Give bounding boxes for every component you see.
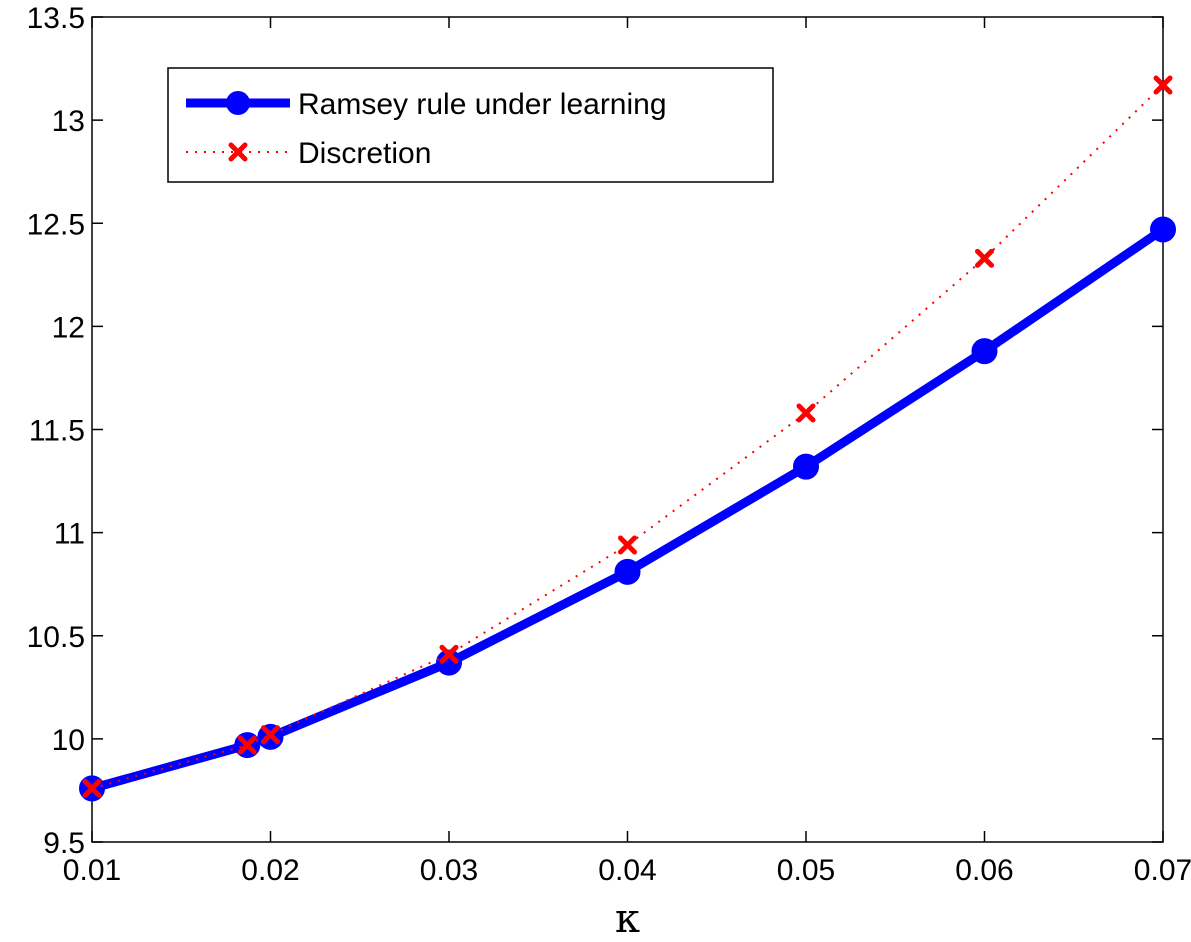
data-point bbox=[261, 725, 280, 745]
x-marker-stroke bbox=[237, 735, 257, 755]
legend-label: Discretion bbox=[298, 137, 431, 170]
y-tick-label: 11 bbox=[54, 518, 85, 551]
y-tick-label: 12.5 bbox=[27, 208, 85, 241]
x-tick-label: 0.01 bbox=[63, 854, 121, 887]
x-tick-label: 0.07 bbox=[1134, 854, 1191, 887]
series-ramsey bbox=[79, 216, 1176, 802]
series-line bbox=[90, 225, 1166, 793]
series-discretion bbox=[82, 75, 1173, 798]
x-tick-label: 0.03 bbox=[420, 854, 478, 887]
data-point bbox=[439, 644, 459, 664]
data-point bbox=[614, 558, 641, 585]
x-marker-stroke bbox=[439, 644, 459, 664]
x-marker-stroke bbox=[82, 778, 102, 798]
x-marker-stroke bbox=[796, 403, 816, 423]
data-point bbox=[237, 735, 257, 755]
x-axis-label: κ bbox=[615, 896, 640, 942]
data-point bbox=[1153, 75, 1173, 95]
x-tick-label: 0.02 bbox=[241, 854, 299, 887]
series-line bbox=[91, 84, 1164, 790]
series-layer bbox=[79, 75, 1176, 802]
y-tick-label: 10 bbox=[52, 724, 85, 757]
data-point bbox=[82, 778, 102, 798]
data-point bbox=[796, 403, 816, 423]
y-tick-label: 12 bbox=[52, 311, 85, 344]
legend-box bbox=[167, 67, 774, 183]
x-marker-stroke bbox=[975, 248, 994, 268]
y-tick-label: 13 bbox=[52, 105, 85, 138]
x-marker-stroke bbox=[1153, 75, 1173, 95]
x-tick-label: 0.06 bbox=[955, 854, 1013, 887]
legend: Ramsey rule under learning Discretion bbox=[167, 67, 774, 183]
legend-swatch-marker bbox=[226, 91, 250, 115]
x-marker-stroke bbox=[228, 142, 248, 162]
data-point bbox=[793, 453, 819, 480]
legend-swatch-marker bbox=[228, 142, 248, 162]
data-point bbox=[1150, 216, 1176, 243]
y-tick-labels: 9.5 10 10.5 11 11.5 12 12.5 13 13.5 bbox=[27, 2, 85, 860]
y-tick-label: 11.5 bbox=[29, 415, 85, 448]
data-point bbox=[436, 649, 462, 676]
data-point bbox=[971, 338, 998, 365]
x-tick-label: 0.05 bbox=[777, 854, 835, 887]
legend-label: Ramsey rule under learning bbox=[298, 88, 667, 121]
y-tick-label: 13.5 bbox=[27, 2, 85, 35]
x-tick-labels: 0.01 0.02 0.03 0.04 0.05 0.06 0.07 bbox=[63, 854, 1191, 887]
data-point bbox=[975, 248, 994, 268]
y-tick-label: 9.5 bbox=[43, 827, 85, 860]
x-marker-stroke bbox=[618, 535, 637, 555]
x-marker-stroke bbox=[261, 725, 280, 745]
y-tick-label: 10.5 bbox=[27, 621, 85, 654]
data-point bbox=[618, 535, 637, 555]
x-tick-label: 0.04 bbox=[598, 854, 656, 887]
